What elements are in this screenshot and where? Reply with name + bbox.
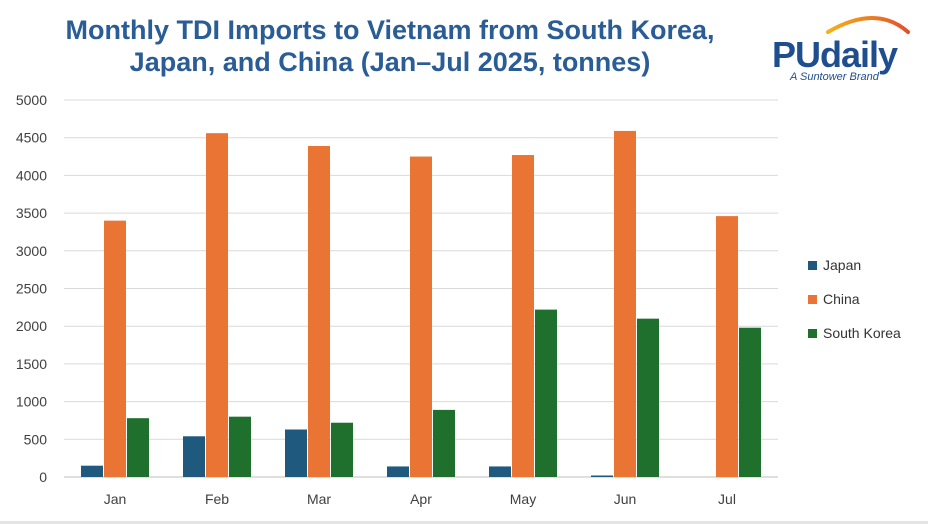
y-tick-label: 0	[39, 469, 47, 485]
y-tick-label: 2500	[16, 281, 47, 297]
x-tick-label: May	[510, 491, 536, 507]
bar-south-korea-feb	[229, 416, 251, 477]
legend-label: South Korea	[823, 325, 901, 341]
legend-label: China	[823, 291, 860, 307]
bar-china-jan	[104, 220, 126, 477]
y-tick-label: 5000	[16, 92, 47, 108]
chart-title: Monthly TDI Imports to Vietnam from Sout…	[30, 14, 750, 78]
x-tick-label: Apr	[410, 491, 432, 507]
bar-japan-jun	[591, 475, 613, 477]
x-tick-label: Jul	[718, 491, 736, 507]
legend-swatch	[808, 328, 817, 338]
bar-china-feb	[206, 133, 228, 477]
legend-item-china: China	[808, 290, 901, 308]
bar-japan-feb	[183, 436, 205, 477]
y-tick-label: 4500	[16, 130, 47, 146]
y-tick-label: 4000	[16, 167, 47, 183]
bar-china-apr	[410, 156, 432, 478]
y-tick-label: 1000	[16, 394, 47, 410]
y-tick-label: 2000	[16, 318, 47, 334]
pudaily-logo: PUdaily A Suntower Brand	[766, 10, 916, 86]
legend-swatch	[808, 294, 817, 304]
bar-china-jun	[614, 130, 636, 477]
bar-south-korea-jun	[637, 318, 659, 477]
chart-title-line-2: Japan, and China (Jan–Jul 2025, tonnes)	[129, 47, 651, 77]
bar-south-korea-jul	[739, 327, 761, 477]
bar-south-korea-jan	[127, 418, 149, 477]
x-tick-label: Feb	[205, 491, 229, 507]
bar-south-korea-mar	[331, 422, 353, 477]
logo-arc-icon	[826, 16, 910, 34]
bar-china-may	[512, 155, 534, 478]
bar-china-jul	[716, 216, 738, 477]
legend-swatch	[808, 260, 817, 270]
legend-item-south-korea: South Korea	[808, 324, 901, 342]
bar-japan-may	[489, 466, 511, 477]
y-tick-label: 3000	[16, 243, 47, 259]
logo-wordmark: PUdaily	[772, 34, 898, 75]
x-tick-label: Jun	[614, 491, 637, 507]
bar-japan-jan	[81, 465, 103, 477]
bottom-divider	[0, 521, 928, 524]
y-tick-label: 1500	[16, 356, 47, 372]
chart-legend: Japan China South Korea	[808, 256, 901, 358]
logo-tagline: A Suntower Brand	[790, 71, 879, 83]
y-tick-label: 3500	[16, 205, 47, 221]
bar-japan-mar	[285, 429, 307, 477]
bar-china-mar	[308, 145, 330, 477]
x-tick-label: Jan	[104, 491, 127, 507]
bar-south-korea-apr	[433, 409, 455, 477]
y-tick-label: 500	[24, 431, 48, 447]
chart-title-line-1: Monthly TDI Imports to Vietnam from Sout…	[65, 15, 715, 45]
bar-japan-apr	[387, 466, 409, 477]
legend-item-japan: Japan	[808, 256, 901, 274]
legend-label: Japan	[823, 257, 862, 273]
x-tick-label: Mar	[307, 491, 331, 507]
bar-south-korea-may	[535, 309, 557, 477]
